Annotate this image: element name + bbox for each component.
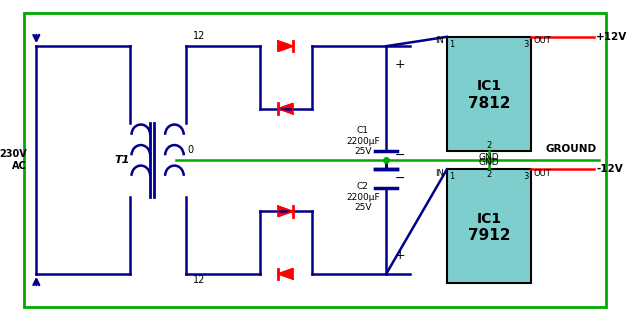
Text: 3: 3 <box>524 40 529 49</box>
Polygon shape <box>278 41 293 52</box>
Text: IC1: IC1 <box>476 212 501 226</box>
Text: 1: 1 <box>449 172 454 181</box>
Text: 3: 3 <box>524 172 529 181</box>
Text: +: + <box>395 58 406 71</box>
Text: +12V: +12V <box>596 32 627 42</box>
Text: −: − <box>395 149 406 162</box>
Text: 2: 2 <box>486 171 492 180</box>
Text: 12: 12 <box>193 31 206 41</box>
Text: 1: 1 <box>449 40 454 49</box>
Text: GND: GND <box>479 153 499 162</box>
Text: -12V: -12V <box>596 164 623 174</box>
Text: C1
2200μF
25V: C1 2200μF 25V <box>346 126 380 156</box>
Text: 7812: 7812 <box>468 96 510 111</box>
Text: IC1: IC1 <box>476 79 501 93</box>
Text: GROUND: GROUND <box>545 144 596 155</box>
Text: 12: 12 <box>193 275 206 285</box>
Text: 2: 2 <box>486 140 492 149</box>
FancyBboxPatch shape <box>24 12 607 308</box>
Text: +: + <box>395 249 406 262</box>
Text: C2
2200μF
25V: C2 2200μF 25V <box>346 182 380 212</box>
Text: −: − <box>395 172 406 185</box>
Text: 0: 0 <box>187 145 193 155</box>
Polygon shape <box>278 206 293 217</box>
Text: OUT: OUT <box>534 169 551 178</box>
Polygon shape <box>278 103 293 114</box>
Text: 230V
AC: 230V AC <box>0 149 27 171</box>
Text: GND: GND <box>479 158 499 167</box>
Text: OUT: OUT <box>534 36 551 45</box>
Text: IN: IN <box>435 36 444 45</box>
FancyBboxPatch shape <box>447 169 531 283</box>
Text: IN: IN <box>435 169 444 178</box>
FancyBboxPatch shape <box>447 37 531 151</box>
Text: 7912: 7912 <box>468 228 510 243</box>
Polygon shape <box>278 268 293 279</box>
Text: T1: T1 <box>114 155 130 165</box>
